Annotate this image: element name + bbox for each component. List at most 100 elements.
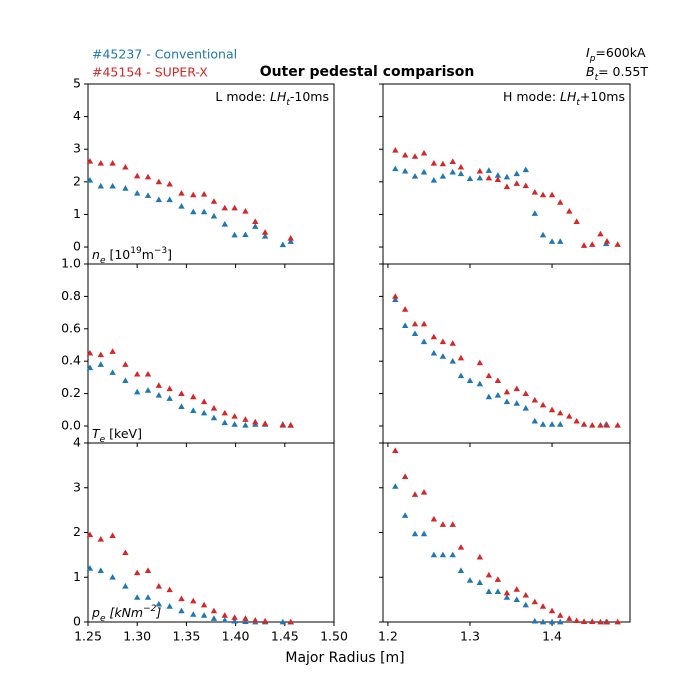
data-point <box>221 617 228 623</box>
data-point <box>97 536 104 542</box>
data-point <box>548 421 556 427</box>
text-part: L mode: <box>215 89 270 104</box>
data-point <box>557 618 564 625</box>
text-part: -10ms <box>290 89 329 104</box>
data-point <box>210 198 218 204</box>
data-point <box>457 354 465 361</box>
text-part: p <box>91 605 100 620</box>
text-part: −3 <box>154 246 167 256</box>
data-point <box>200 191 208 197</box>
y-tick-label: 4 <box>73 435 81 450</box>
text-part: n <box>92 247 100 262</box>
text-part: =600kA <box>595 45 646 60</box>
data-point <box>155 382 163 388</box>
data-point <box>485 393 493 400</box>
data-point <box>457 567 465 573</box>
data-point <box>200 612 208 618</box>
data-point <box>155 583 163 589</box>
data-point <box>420 168 428 175</box>
data-point <box>503 589 511 596</box>
data-point <box>109 160 116 166</box>
data-point <box>573 218 580 225</box>
data-point <box>531 189 539 195</box>
data-point <box>287 421 294 428</box>
data-point <box>449 340 456 346</box>
data-point <box>494 392 502 398</box>
data-point <box>548 238 556 244</box>
data-point <box>144 594 152 600</box>
data-point <box>109 532 116 539</box>
data-point <box>485 167 493 173</box>
y-tick-label: 0 <box>73 614 81 629</box>
rich-text: Ip=600kA <box>586 45 646 64</box>
y-tick-label: 0.0 <box>61 417 81 432</box>
y-tick-label: 3 <box>73 479 81 494</box>
data-point <box>178 403 185 409</box>
data-point <box>548 618 556 625</box>
data-point <box>392 293 399 299</box>
data-point <box>522 182 529 189</box>
axes-frame <box>382 83 631 265</box>
data-point <box>557 238 564 244</box>
data-point <box>261 617 269 624</box>
data-point <box>231 231 238 238</box>
data-point <box>494 176 502 182</box>
data-point <box>86 176 94 183</box>
text-part: I <box>586 45 590 60</box>
data-point <box>210 414 218 421</box>
x-axis-label: Major Radius [m] <box>285 650 404 666</box>
data-point <box>97 160 104 166</box>
y-tick-label: 0.2 <box>61 385 81 400</box>
data-point <box>476 167 484 174</box>
y-tick-label: 2 <box>73 173 81 188</box>
data-point <box>122 549 129 556</box>
y-tick-label: 1 <box>73 569 81 584</box>
rich-text: ne [1019m−3] <box>92 246 172 266</box>
data-point <box>279 618 287 625</box>
y-tick-label: 4 <box>73 108 81 123</box>
data-point <box>503 594 511 600</box>
data-point <box>122 377 129 384</box>
y-tick-label: 5 <box>73 76 81 91</box>
data-point <box>603 421 611 428</box>
legend-entry: #45154 - SUPER-X <box>92 65 208 80</box>
data-point <box>603 237 611 244</box>
data-point <box>200 398 208 405</box>
data-point <box>539 401 547 408</box>
data-point <box>420 338 428 345</box>
data-point <box>557 199 564 205</box>
data-point <box>392 146 399 153</box>
text-part: = 0.55T <box>598 64 648 79</box>
x-tick-label: 1.2 <box>378 629 398 644</box>
data-point <box>411 491 419 497</box>
text-part: 19 <box>130 246 142 256</box>
data-point <box>513 596 520 603</box>
data-point <box>420 489 428 495</box>
data-point <box>109 182 116 189</box>
data-point <box>557 421 564 427</box>
data-point <box>589 618 596 624</box>
data-point <box>589 421 596 428</box>
data-point <box>134 370 141 377</box>
data-point <box>261 229 269 235</box>
text-part: e <box>100 256 106 266</box>
data-point <box>242 416 249 422</box>
data-point <box>144 387 152 393</box>
data-point <box>513 400 520 406</box>
data-point <box>401 151 409 158</box>
data-point <box>86 531 94 538</box>
data-point <box>144 192 152 198</box>
data-point <box>485 372 493 379</box>
text-part: t <box>595 73 599 83</box>
data-point <box>430 333 438 340</box>
data-point <box>231 614 238 620</box>
data-point <box>457 163 465 170</box>
data-point <box>166 395 173 401</box>
data-point <box>531 210 539 216</box>
data-point <box>190 611 197 617</box>
data-point <box>401 322 409 328</box>
data-point <box>401 306 409 312</box>
data-point <box>166 196 173 203</box>
rich-text: Te [keV] <box>92 426 142 445</box>
data-point <box>597 618 604 625</box>
